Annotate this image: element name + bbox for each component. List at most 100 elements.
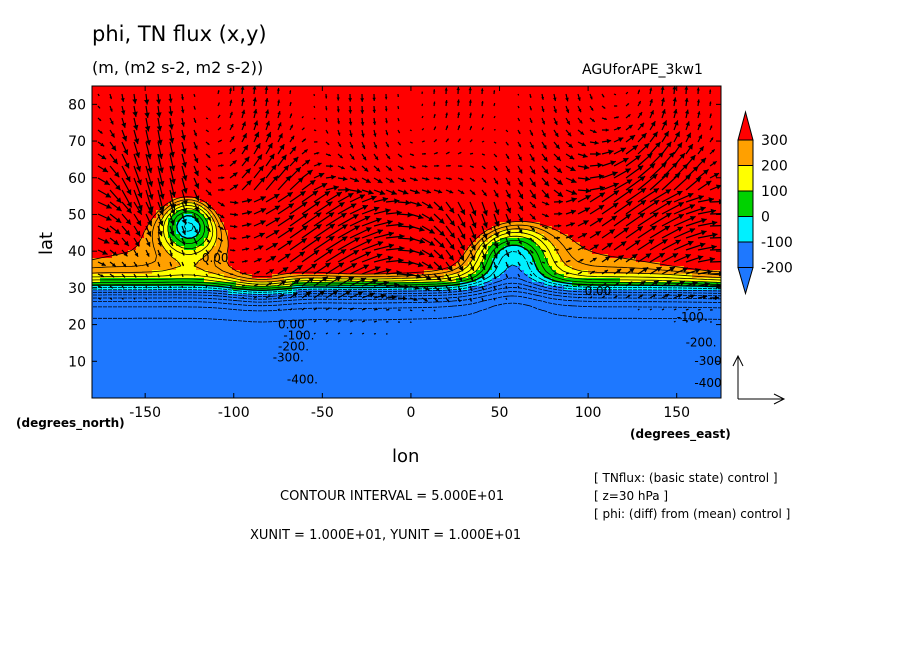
field-cell bbox=[412, 126, 417, 131]
field-cell bbox=[272, 86, 277, 91]
field-cell bbox=[424, 86, 429, 91]
field-cell bbox=[656, 126, 661, 131]
field-cell bbox=[484, 138, 489, 143]
field-cell bbox=[120, 182, 125, 187]
field-cell bbox=[228, 158, 233, 163]
field-cell bbox=[456, 198, 461, 203]
field-cell bbox=[236, 98, 241, 103]
field-cell bbox=[188, 206, 193, 211]
field-cell bbox=[120, 194, 125, 199]
field-cell bbox=[484, 146, 489, 151]
field-cell bbox=[400, 146, 405, 151]
field-cell bbox=[616, 98, 621, 103]
field-cell bbox=[164, 166, 169, 171]
field-cell bbox=[368, 130, 373, 135]
field-cell bbox=[332, 90, 337, 95]
field-cell bbox=[620, 118, 625, 123]
field-cell bbox=[104, 94, 109, 99]
field-cell bbox=[512, 122, 517, 127]
field-cell bbox=[440, 134, 445, 139]
field-cell bbox=[192, 174, 197, 179]
field-cell bbox=[380, 202, 385, 207]
field-cell bbox=[592, 122, 597, 127]
field-cell bbox=[452, 178, 457, 183]
field-cell bbox=[128, 86, 133, 91]
field-cell bbox=[476, 158, 481, 163]
field-cell bbox=[368, 114, 373, 119]
field-cell bbox=[92, 158, 97, 163]
field-cell bbox=[316, 118, 321, 123]
field-cell bbox=[716, 166, 721, 171]
field-cell bbox=[492, 134, 497, 139]
field-cell bbox=[352, 150, 357, 155]
field-cell bbox=[512, 126, 517, 131]
field-cell bbox=[452, 150, 457, 155]
field-cell bbox=[484, 102, 489, 107]
field-cell bbox=[504, 158, 509, 163]
field-cell bbox=[616, 90, 621, 95]
field-cell bbox=[540, 114, 545, 119]
field-cell bbox=[128, 118, 133, 123]
field-cell bbox=[484, 106, 489, 111]
field-cell bbox=[700, 94, 705, 99]
field-cell bbox=[592, 86, 597, 91]
field-cell bbox=[520, 134, 525, 139]
field-cell bbox=[276, 130, 281, 135]
field-cell bbox=[516, 86, 521, 91]
field-cell bbox=[232, 86, 237, 91]
field-cell bbox=[464, 122, 469, 127]
field-cell bbox=[336, 170, 341, 175]
field-cell bbox=[448, 110, 453, 115]
field-cell bbox=[536, 194, 541, 199]
field-cell bbox=[276, 94, 281, 99]
field-cell bbox=[100, 174, 105, 179]
field-cell bbox=[436, 102, 441, 107]
field-cell bbox=[132, 162, 137, 167]
field-cell bbox=[188, 162, 193, 167]
field-cell bbox=[184, 126, 189, 131]
field-cell bbox=[304, 86, 309, 91]
field-cell bbox=[412, 94, 417, 99]
field-cell bbox=[392, 134, 397, 139]
field-cell bbox=[296, 126, 301, 131]
field-cell bbox=[496, 162, 501, 167]
field-cell bbox=[632, 106, 637, 111]
field-cell bbox=[344, 170, 349, 175]
field-cell bbox=[248, 206, 253, 211]
field-cell bbox=[404, 98, 409, 103]
field-cell bbox=[496, 174, 501, 179]
field-cell bbox=[488, 98, 493, 103]
field-cell bbox=[144, 198, 149, 203]
field-cell bbox=[440, 118, 445, 123]
field-cell bbox=[172, 158, 177, 163]
field-cell bbox=[232, 142, 237, 147]
field-cell bbox=[104, 142, 109, 147]
field-cell bbox=[128, 138, 133, 143]
field-cell bbox=[240, 190, 245, 195]
field-cell bbox=[568, 102, 573, 107]
field-cell bbox=[300, 98, 305, 103]
field-cell bbox=[116, 154, 121, 159]
field-cell bbox=[376, 134, 381, 139]
field-cell bbox=[308, 102, 313, 107]
field-cell bbox=[392, 162, 397, 167]
field-cell bbox=[576, 158, 581, 163]
field-cell bbox=[416, 130, 421, 135]
field-cell bbox=[176, 162, 181, 167]
field-cell bbox=[484, 202, 489, 207]
field-cell bbox=[672, 142, 677, 147]
field-cell bbox=[700, 190, 705, 195]
field-cell bbox=[500, 106, 505, 111]
field-cell bbox=[352, 186, 357, 191]
field-cell bbox=[604, 122, 609, 127]
field-cell bbox=[240, 194, 245, 199]
field-cell bbox=[584, 182, 589, 187]
field-cell bbox=[284, 94, 289, 99]
field-cell bbox=[464, 106, 469, 111]
field-cell bbox=[608, 142, 613, 147]
field-cell bbox=[232, 102, 237, 107]
field-cell bbox=[396, 122, 401, 127]
field-cell bbox=[552, 126, 557, 131]
field-cell bbox=[196, 154, 201, 159]
field-cell bbox=[500, 130, 505, 135]
